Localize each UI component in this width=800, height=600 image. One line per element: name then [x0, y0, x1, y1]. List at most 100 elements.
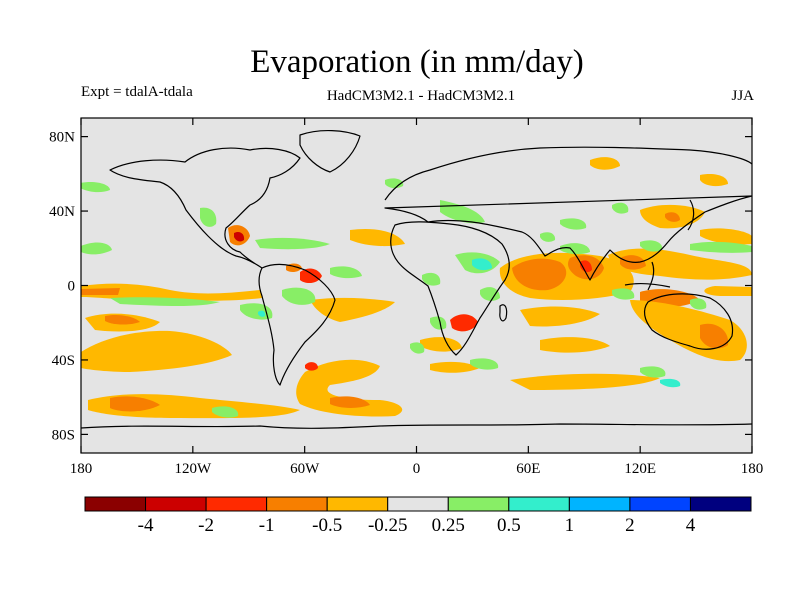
anomaly-region	[200, 207, 217, 227]
lon-tick-label: 0	[413, 461, 421, 477]
anomaly-field	[81, 157, 752, 419]
model-comparison-label: HadCM3M2.1 - HadCM3M2.1	[326, 88, 516, 104]
coast-australia	[643, 293, 734, 350]
lat-tick-label: 80N	[49, 130, 75, 146]
season-label: JJA	[731, 88, 754, 104]
colorbar-swatch	[205, 496, 268, 512]
coast-eurasia	[384, 146, 752, 281]
anomaly-region	[81, 242, 112, 255]
anomaly-region	[472, 258, 492, 271]
anomaly-region	[81, 181, 110, 193]
colorbar-swatch	[266, 496, 328, 512]
coast-south-america	[258, 263, 336, 386]
colorbar-label: -0.5	[312, 515, 342, 536]
anomaly-region	[690, 298, 707, 310]
anomaly-region	[212, 406, 239, 418]
colorbar-label: -4	[138, 515, 154, 536]
lat-tick-label: 40N	[49, 204, 75, 220]
anomaly-region	[580, 260, 592, 273]
anomaly-region	[450, 314, 478, 332]
anomaly-region	[700, 323, 729, 349]
anomaly-region	[330, 396, 370, 408]
colorbar-swatch	[84, 496, 147, 512]
colorbar-swatch	[326, 496, 389, 512]
anomaly-region	[590, 157, 620, 170]
colorbar: -4 -2 -1 -0.5 -0.25 0.25 0.5 1 2 4	[84, 496, 752, 536]
anomaly-region	[410, 342, 425, 354]
anomaly-region	[422, 272, 441, 286]
anomaly-region	[255, 237, 330, 250]
anomaly-region	[81, 283, 262, 301]
colorbar-label: -2	[198, 515, 214, 536]
anomaly-region	[660, 378, 681, 388]
anomaly-region	[430, 316, 447, 330]
anomaly-region	[105, 314, 140, 325]
anomaly-region	[560, 243, 590, 255]
lat-tick-label: 0	[68, 279, 76, 295]
anomaly-region	[704, 286, 752, 296]
map-title: Evaporation (in mm/day)	[250, 44, 584, 80]
colorbar-swatch	[568, 496, 631, 512]
coastlines	[81, 130, 752, 429]
anomaly-region	[81, 288, 120, 295]
anomaly-region	[110, 396, 160, 412]
anomaly-region	[430, 361, 480, 373]
lon-tick-label: 120W	[174, 461, 212, 477]
anomaly-region	[258, 310, 266, 317]
anomaly-region	[640, 366, 666, 378]
colorbar-swatch	[145, 496, 207, 512]
coast-africa	[390, 221, 510, 356]
anomaly-region	[300, 268, 322, 284]
colorbar-label: 0.25	[432, 515, 465, 536]
lon-tick-label: 180	[70, 461, 93, 477]
anomaly-region	[110, 297, 220, 306]
anomaly-region	[690, 241, 752, 253]
lon-tick-label: 180	[741, 461, 764, 477]
anomaly-region	[520, 306, 600, 327]
colorbar-label: 2	[625, 515, 635, 536]
anomaly-region	[296, 359, 403, 417]
lon-tick-label: 60E	[516, 461, 540, 477]
anomaly-region	[612, 202, 629, 214]
colorbar-label: -0.25	[368, 515, 408, 536]
coast-north-america	[109, 147, 301, 269]
anomaly-region	[420, 337, 462, 352]
anomaly-region	[81, 330, 232, 372]
anomaly-region	[512, 258, 567, 291]
anomaly-region	[540, 337, 610, 353]
latitude-axis: 80N 40N 0 40S 80S	[49, 130, 752, 443]
coast-islands	[624, 199, 695, 291]
anomaly-region	[330, 266, 362, 279]
colorbar-swatch	[508, 496, 570, 512]
anomaly-region	[470, 358, 499, 370]
coast-madagascar	[499, 304, 508, 322]
coast-antarctica	[81, 423, 752, 429]
colorbar-swatch	[387, 496, 449, 512]
anomaly-region	[540, 232, 556, 242]
anomaly-region	[640, 240, 663, 252]
anomaly-region	[612, 288, 635, 300]
anomaly-region	[234, 231, 245, 242]
lat-tick-label: 40S	[52, 353, 75, 369]
anomaly-region	[305, 362, 318, 371]
coast-greenland	[299, 130, 361, 173]
anomaly-region	[608, 248, 752, 280]
colorbar-swatch	[629, 496, 691, 512]
lon-tick-label: 120E	[624, 461, 656, 477]
colorbar-swatch	[447, 496, 510, 512]
anomaly-region	[282, 287, 316, 305]
lat-tick-label: 80S	[52, 427, 75, 443]
anomaly-region	[560, 218, 587, 230]
anomaly-region	[510, 373, 660, 390]
anomaly-region	[310, 297, 395, 322]
colorbar-label: 0.5	[497, 515, 521, 536]
anomaly-region	[665, 212, 680, 222]
colorbar-label: 4	[686, 515, 696, 536]
colorbar-label: -1	[259, 515, 275, 536]
anomaly-region	[700, 174, 728, 187]
colorbar-label: 1	[565, 515, 575, 536]
colorbar-swatch	[689, 496, 752, 512]
anomaly-region	[700, 228, 752, 245]
experiment-label: Expt = tdalA-tdala	[81, 84, 193, 100]
